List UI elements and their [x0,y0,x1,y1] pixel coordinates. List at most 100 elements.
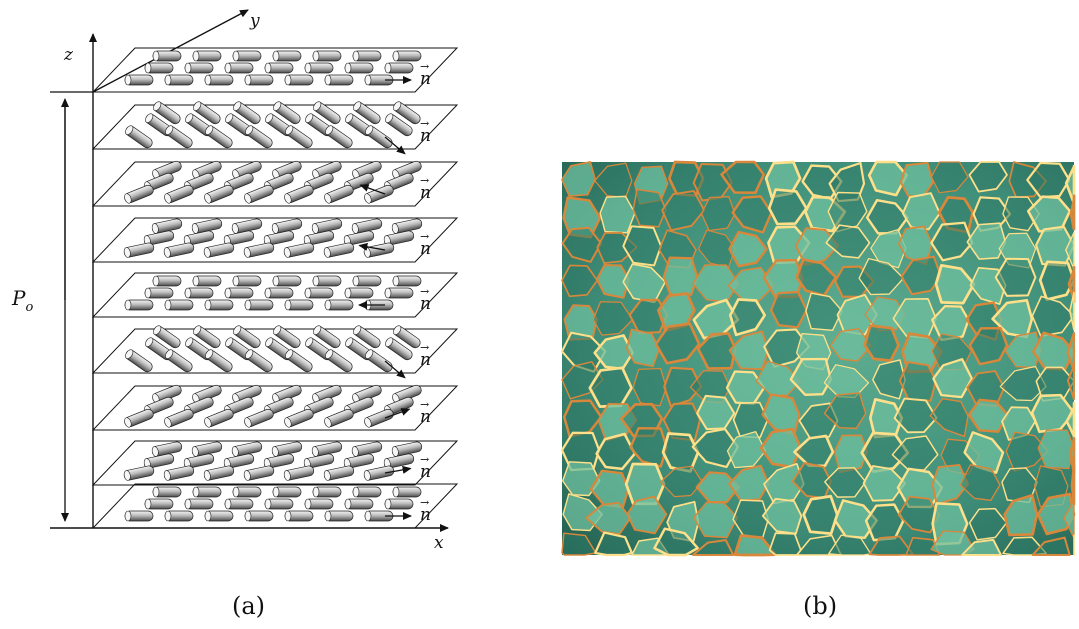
rod-end [285,125,294,135]
rod [393,101,421,125]
rod [124,299,154,311]
rod-end [145,113,154,123]
rod [284,184,314,204]
rod [283,465,315,481]
layer-plane [91,440,459,486]
rod-end [283,470,291,481]
director-accent: → [420,60,429,73]
micrograph-domain [561,532,597,556]
micrograph-domain [695,471,741,504]
micrograph-domain [733,534,777,557]
rod-end [272,486,280,498]
rod [143,453,175,469]
rod-end [225,113,234,123]
micrograph-domain [1038,260,1076,301]
rod [384,498,414,510]
micrograph-domain [561,226,602,263]
micrograph-domain [795,227,840,266]
rod-end [193,101,202,111]
rod-end [245,125,254,135]
rod-end [272,50,280,62]
rod-end [323,470,331,481]
director-label: n [420,183,431,203]
micrograph-domain [930,221,974,262]
rod [152,275,182,287]
rod-end [192,486,200,498]
rod [151,441,183,457]
rod [163,465,195,481]
rod-end [124,299,132,311]
rod [184,287,214,299]
director-accent: → [420,398,429,411]
micrograph-domain [728,464,770,502]
layer-plane [91,483,459,529]
rod-end [125,125,134,135]
rod [144,287,174,299]
micrograph-domain [594,531,634,557]
director-arrow [359,184,386,195]
director-accent: → [420,453,429,466]
rod-end [244,417,252,428]
rod-end [245,349,254,359]
rod-end [352,486,360,498]
micrograph-domain [661,190,706,232]
rod [224,287,254,299]
rod [164,408,194,428]
rod [365,125,393,149]
layer-stack: n→n→n→n→n→n→n→n→n→ [91,47,459,529]
micrograph-domain [592,301,634,336]
rod-end [284,193,292,204]
rod [244,408,274,428]
layer-1: n→ [91,47,459,93]
micrograph-domain [905,536,941,556]
rod-end [264,498,272,510]
rod [273,101,301,125]
rod-end [233,325,242,335]
director-arrow [384,360,406,379]
rod [203,465,235,481]
micrograph-domain [700,196,736,232]
rod-end [384,62,392,74]
rod [312,275,342,287]
rod-end [345,337,354,347]
layer-plane [91,161,459,207]
rod-end [384,498,392,510]
rod-end [385,337,394,347]
micrograph-domain [836,293,878,336]
rod [223,230,255,246]
rod-end [384,287,392,299]
micrograph-domain [561,264,599,298]
caption-b: (b) [803,592,838,620]
micrograph-domain [1069,194,1076,231]
director-label: n [420,294,431,314]
rod-end [224,498,232,510]
rod-end [272,275,280,287]
micrograph-domain [967,398,1009,433]
layer-5: n→ [91,272,459,318]
rod [325,349,353,373]
micrograph-domain [823,392,867,430]
rod-end [283,247,291,258]
micrograph-domain [802,494,839,535]
rod [264,287,294,299]
rod [165,349,193,373]
micrograph-domain [585,501,632,536]
rod-end [265,337,274,347]
micrograph-domain [833,499,878,540]
micrograph-domain [805,292,843,331]
micrograph-domain [929,397,969,438]
layer-7: n→ [91,384,459,431]
rod [152,486,182,498]
rod [152,50,182,62]
rod [232,384,262,404]
micrograph-domain [599,195,636,234]
rod [203,242,235,258]
director-label: n [420,239,431,259]
rod [191,441,223,457]
rod [193,325,221,349]
rod [365,349,393,373]
micrograph-domain [870,228,907,269]
rod [391,441,423,457]
micrograph-domain [624,462,666,506]
director-accent: → [420,174,429,187]
